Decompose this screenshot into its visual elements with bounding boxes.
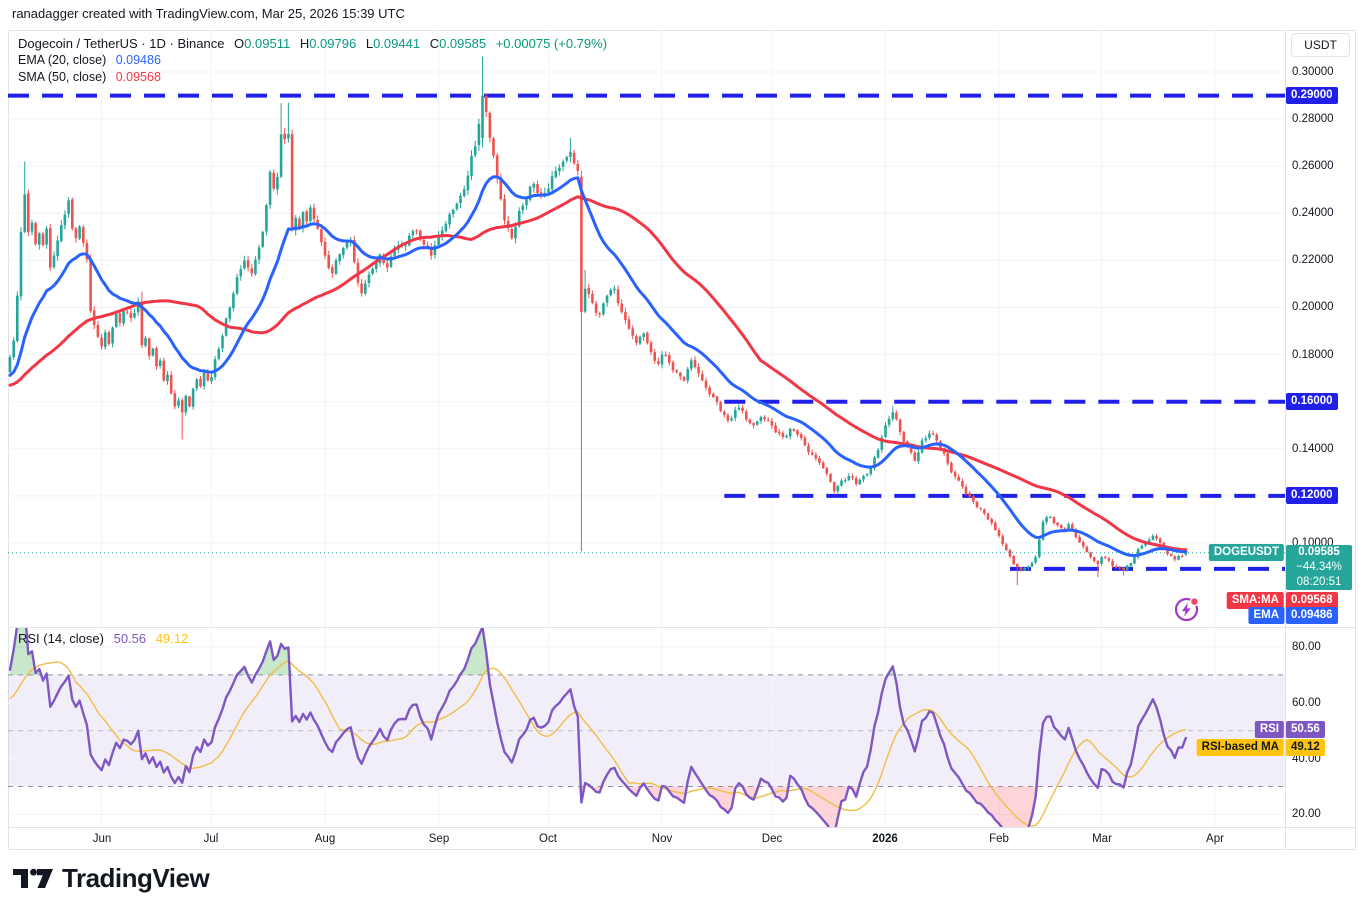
rsi-series-label: RSI (1254, 720, 1284, 738)
rsi-tick-60.00: 60.00 (1292, 697, 1321, 709)
time-tick-Oct: Oct (539, 833, 557, 845)
ema-series-label: EMA (1248, 607, 1284, 624)
ema-legend-row[interactable]: EMA (20, close) 0.09486 (18, 53, 161, 67)
change-value: +0.00075 (+0.79%) (495, 36, 608, 51)
time-tick-Jul: Jul (203, 833, 219, 845)
ema-label: EMA (20, close) (18, 53, 107, 67)
sma-price-badge: 0.09568 (1286, 592, 1338, 609)
rsi-tick-40.00: 40.00 (1292, 753, 1321, 765)
price-tick-0.20000: 0.20000 (1292, 301, 1334, 313)
price-tick-0.22000: 0.22000 (1292, 254, 1334, 266)
rsi-value-badge: 50.56 (1286, 720, 1325, 738)
time-tick-Dec: Dec (761, 833, 783, 845)
price-axis-divider (1285, 30, 1286, 850)
bar-countdown: 08:20:51 (1296, 576, 1342, 589)
quick-action-lightning-icon[interactable] (1171, 594, 1202, 625)
pane-divider[interactable] (8, 627, 1356, 628)
rsi-tick-20.00: 20.00 (1292, 808, 1321, 820)
rsi-ma-value: 49.12 (155, 631, 189, 646)
rsi-legend-row[interactable]: RSI (14, close) 50.56 49.12 (18, 631, 188, 646)
tradingview-logo-icon (13, 868, 53, 888)
symbol-legend-row[interactable]: Dogecoin / TetherUS · 1D · Binance O0.09… (18, 36, 607, 51)
ema-price-badge: 0.09486 (1286, 607, 1338, 624)
ema-value: 0.09486 (115, 53, 161, 67)
currency-toggle-button[interactable]: USDT (1291, 33, 1350, 57)
time-tick-Aug: Aug (314, 833, 336, 845)
time-tick-Feb: Feb (989, 833, 1009, 845)
time-tick-Jun: Jun (92, 833, 112, 845)
time-tick-Sep: Sep (428, 833, 450, 845)
last-price-value: 0.09585 (1298, 546, 1340, 559)
time-tick-Nov: Nov (651, 833, 673, 845)
price-pane[interactable] (8, 30, 1285, 627)
price-tick-0.18000: 0.18000 (1292, 349, 1334, 361)
time-tick-2026: 2026 (872, 833, 898, 845)
time-tick-Mar: Mar (1092, 833, 1112, 845)
sma-series-label: SMA:MA (1226, 592, 1284, 609)
symbol-title: Dogecoin / TetherUS · 1D · Binance (18, 36, 225, 51)
header-credit: ranadagger created with TradingView.com,… (12, 6, 405, 21)
ohlc-low: L0.09441 (365, 36, 421, 51)
rsi-pane[interactable] (8, 628, 1285, 827)
level-badge-0.29: 0.29000 (1286, 87, 1338, 105)
ohlc-high: H0.09796 (299, 36, 357, 51)
rsi-ma-value-badge: 49.12 (1286, 738, 1325, 756)
ohlc-open: O0.09511 (234, 36, 291, 51)
rsi-label: RSI (14, close) (18, 631, 104, 646)
price-tick-0.24000: 0.24000 (1292, 207, 1334, 219)
time-axis-divider (8, 827, 1356, 828)
sma-legend-row[interactable]: SMA (50, close) 0.09568 (18, 70, 161, 84)
ohlc-close: C0.09585 (429, 36, 487, 51)
tradingview-watermark: TradingView (12, 862, 210, 894)
level-badge-0.12: 0.12000 (1286, 487, 1338, 505)
price-tick-0.30000: 0.30000 (1292, 66, 1334, 78)
time-tick-Apr: Apr (1206, 833, 1224, 845)
price-tick-0.28000: 0.28000 (1292, 113, 1334, 125)
rsi-tick-80.00: 80.00 (1292, 641, 1321, 653)
tradingview-logo-text: TradingView (62, 862, 210, 893)
price-tick-0.26000: 0.26000 (1292, 160, 1334, 172)
price-tick-0.14000: 0.14000 (1292, 443, 1334, 455)
sma-label: SMA (50, close) (18, 70, 107, 84)
last-price-change: −44.34% (1296, 561, 1342, 574)
level-badge-0.16: 0.16000 (1286, 393, 1338, 411)
rsi-ma-series-label: RSI-based MA (1196, 738, 1284, 756)
sma-value: 0.09568 (115, 70, 161, 84)
rsi-value: 50.56 (113, 631, 147, 646)
last-price-badge: 0.09585 −44.34% 08:20:51 (1286, 545, 1352, 591)
symbol-price-label: DOGEUSDT (1208, 544, 1284, 562)
